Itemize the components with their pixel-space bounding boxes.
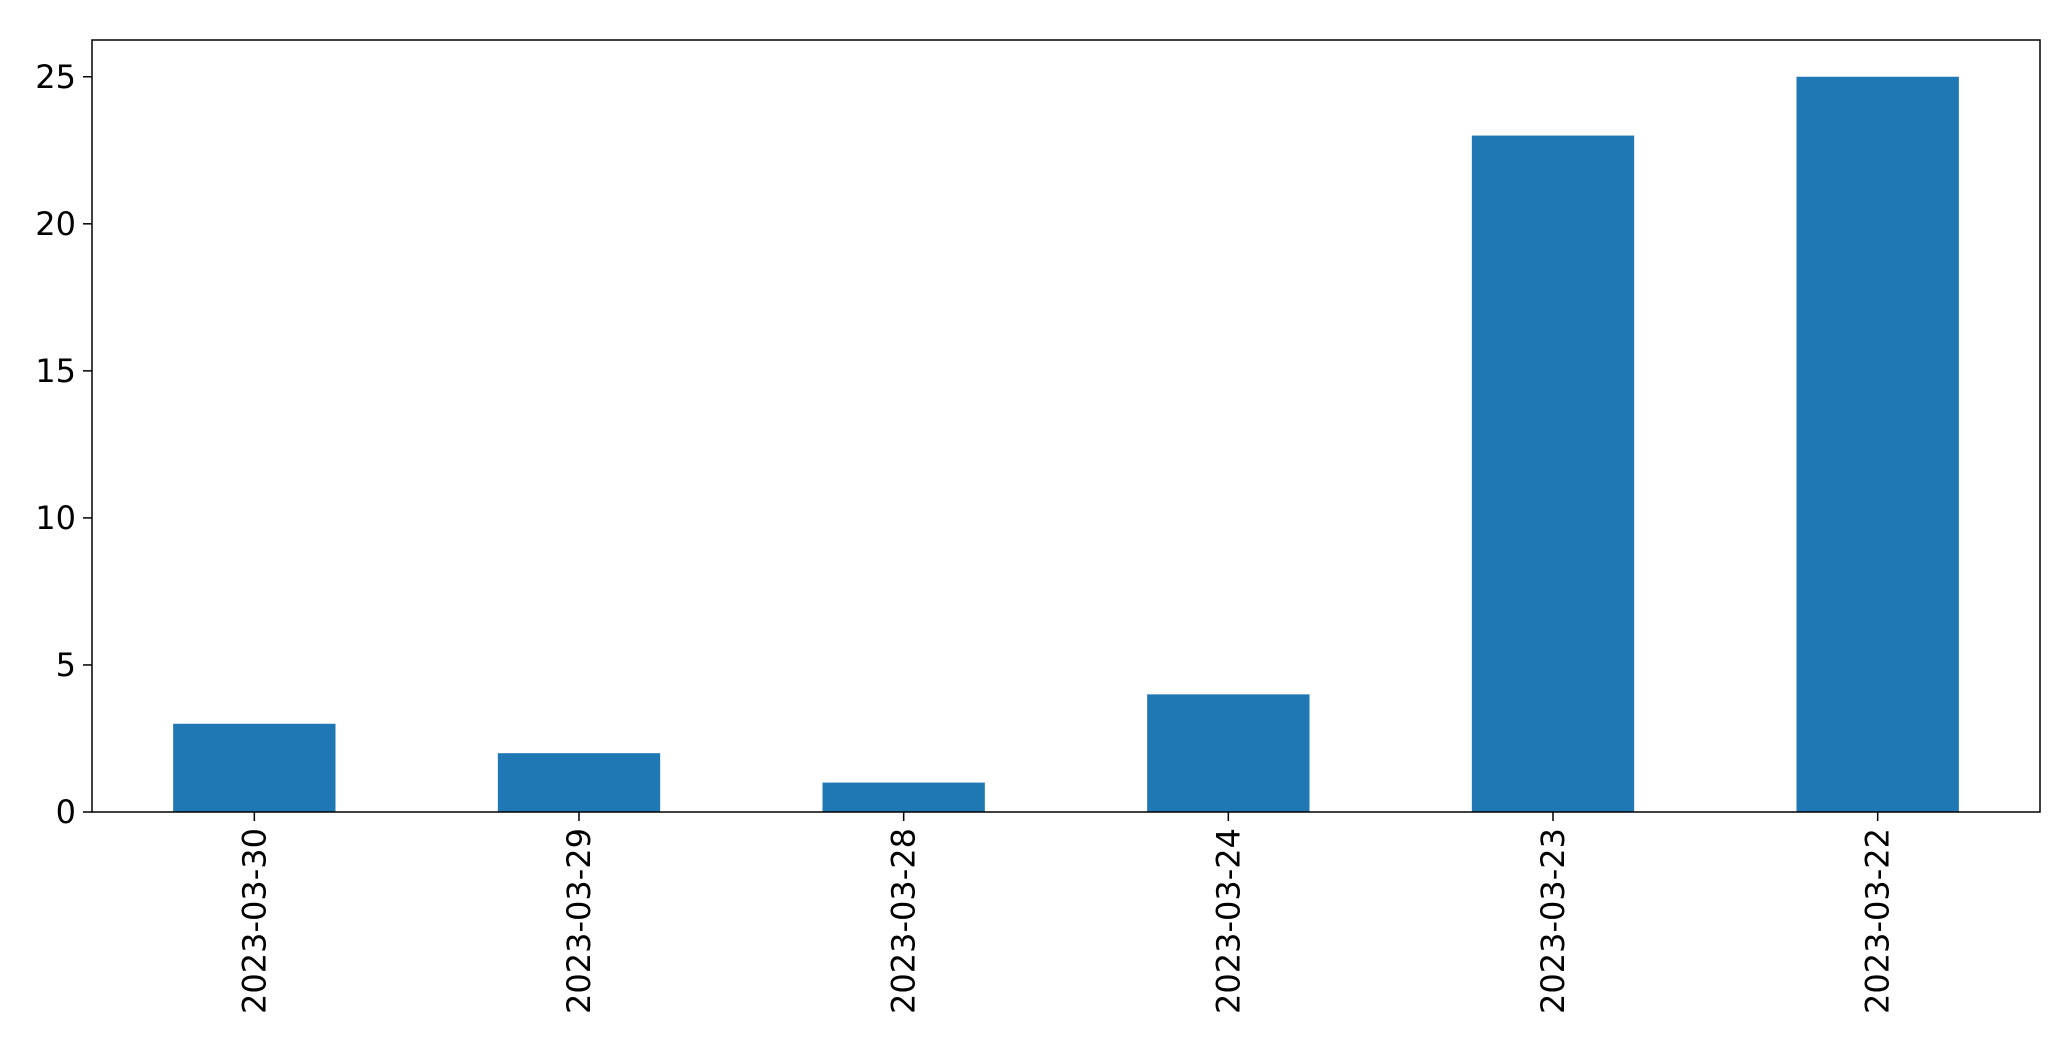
bar-2023-03-29 — [497, 753, 661, 812]
bar-2023-03-30 — [173, 723, 336, 812]
bars-layer — [173, 76, 1959, 813]
bar-2023-03-23 — [1471, 135, 1635, 813]
x-tick-label: 2023-03-29 — [560, 828, 598, 1014]
x-axis-ticks: 2023-03-30 2023-03-29 2023-03-28 2023-03-24… — [235, 812, 1897, 1014]
x-tick-label: 2023-03-23 — [1534, 828, 1572, 1014]
x-tick-label: 2023-03-28 — [885, 828, 923, 1014]
x-tick-label: 2023-03-30 — [235, 828, 273, 1014]
y-tick-label: 25 — [35, 58, 76, 96]
y-tick-label: 15 — [35, 352, 76, 390]
bar-2023-03-22 — [1796, 76, 1959, 812]
y-tick-label: 5 — [56, 646, 76, 684]
bar-2023-03-24 — [1147, 694, 1310, 812]
plot-frame — [91, 39, 2041, 813]
y-tick-label: 0 — [56, 793, 76, 831]
x-tick-label: 2023-03-22 — [1859, 828, 1897, 1014]
y-tick-label: 10 — [35, 499, 76, 537]
y-axis-ticks: 0 5 10 15 20 25 — [35, 58, 92, 831]
y-tick-label: 20 — [35, 205, 76, 243]
x-tick-label: 2023-03-24 — [1209, 828, 1247, 1014]
bar-2023-03-28 — [822, 782, 985, 812]
